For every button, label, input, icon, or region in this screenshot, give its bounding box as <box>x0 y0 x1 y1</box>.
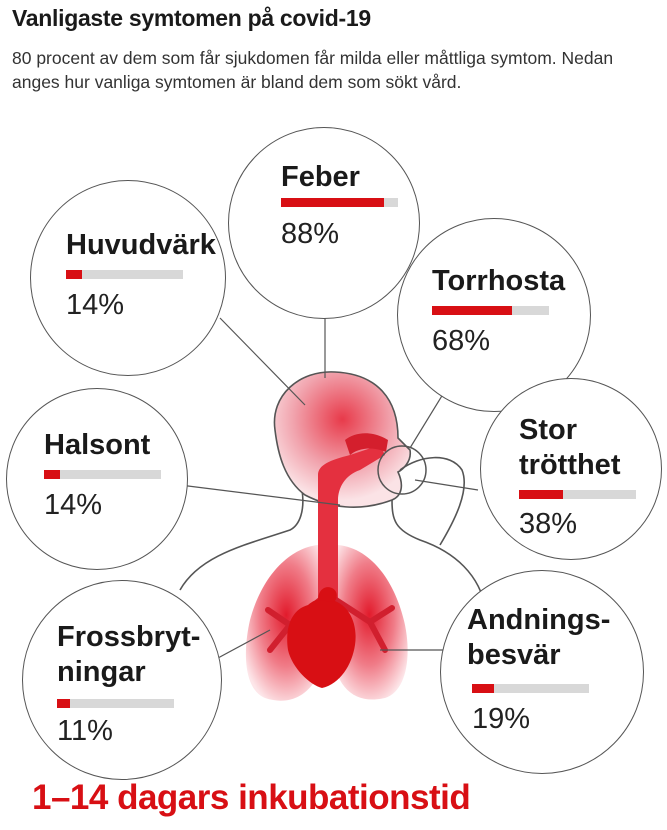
arm-outline <box>399 456 466 546</box>
label-feber: Feber <box>281 161 360 193</box>
label-frossbrytningar-line1: Frossbryt- <box>57 621 201 653</box>
bar-fill-halsont <box>44 470 61 479</box>
bubble-trotthet <box>480 378 662 560</box>
label-huvudvark: Huvudvärk <box>66 229 216 261</box>
bar-trotthet <box>519 490 636 499</box>
bar-fill-frossbrytningar <box>57 699 70 708</box>
bubble-frossbrytningar <box>22 580 222 780</box>
percent-trotthet: 38% <box>519 508 578 540</box>
bar-fill-feber <box>281 198 384 207</box>
bar-fill-torrhosta <box>432 306 512 315</box>
incubation-footer: 1–14 dagars inkubationstid <box>32 778 471 817</box>
bar-halsont <box>44 470 161 479</box>
body-outline <box>179 489 487 611</box>
head-outline <box>273 371 412 508</box>
label-torrhosta: Torrhosta <box>432 265 566 297</box>
percent-frossbrytningar: 11% <box>57 715 113 747</box>
bar-andningsbesvar <box>472 684 589 693</box>
intro-text: 80 procent av dem som får sjukdomen får … <box>12 48 614 92</box>
heart-vessel <box>318 587 337 602</box>
percent-andningsbesvar: 19% <box>472 703 531 735</box>
bar-fill-trotthet <box>519 490 564 499</box>
label-andningsbesvar-line1: Andnings- <box>467 604 611 636</box>
bubble-feber <box>228 127 420 319</box>
page-title: Vanligaste symtomen på covid-19 <box>12 5 371 31</box>
mouth-highlight <box>377 445 427 495</box>
label-frossbrytningar-line2: ningar <box>57 656 146 688</box>
bubble-andningsbesvar <box>440 570 644 774</box>
bar-frossbrytningar <box>57 699 174 708</box>
bar-torrhosta <box>432 306 549 315</box>
trachea <box>318 445 385 600</box>
percent-huvudvark: 14% <box>66 289 125 321</box>
percent-torrhosta: 68% <box>432 325 491 357</box>
bar-feber <box>281 198 398 207</box>
heart <box>287 598 356 688</box>
bubble-halsont <box>6 388 188 570</box>
label-trotthet-line1: Stor <box>519 414 577 446</box>
bar-fill-huvudvark <box>66 270 83 279</box>
bar-fill-andningsbesvar <box>472 684 495 693</box>
label-halsont: Halsont <box>44 429 151 461</box>
percent-feber: 88% <box>281 218 340 250</box>
label-trotthet-line2: trötthet <box>519 449 621 481</box>
percent-halsont: 14% <box>44 489 103 521</box>
airway-upper <box>345 433 388 455</box>
bar-huvudvark <box>66 270 183 279</box>
label-andningsbesvar-line2: besvär <box>467 639 561 671</box>
